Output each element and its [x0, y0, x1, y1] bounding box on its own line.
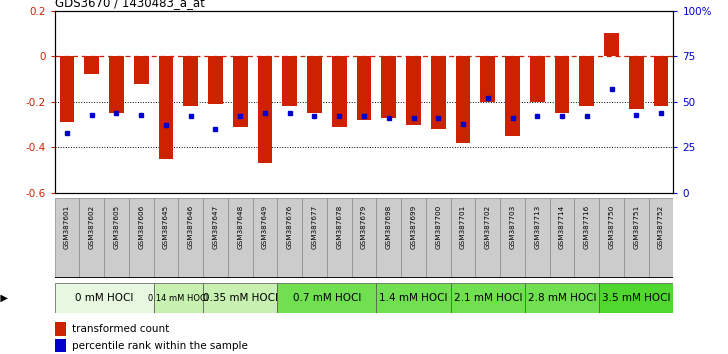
- Text: GSM387699: GSM387699: [411, 205, 416, 249]
- Bar: [649, 198, 673, 278]
- Bar: [55, 198, 79, 278]
- Text: GSM387714: GSM387714: [559, 205, 565, 249]
- Text: GSM387647: GSM387647: [213, 205, 218, 249]
- Bar: [60, 56, 74, 122]
- Bar: [500, 198, 525, 278]
- Bar: [302, 198, 327, 278]
- Bar: [55, 322, 66, 336]
- Bar: [178, 198, 203, 278]
- Bar: [154, 283, 203, 313]
- Bar: [550, 198, 574, 278]
- Text: GSM387649: GSM387649: [262, 205, 268, 249]
- Bar: [599, 283, 673, 313]
- Bar: [277, 283, 376, 313]
- Bar: [159, 56, 173, 159]
- Bar: [277, 198, 302, 278]
- Point: [63, 276, 71, 280]
- Bar: [332, 56, 347, 127]
- Bar: [654, 56, 668, 106]
- Bar: [357, 56, 371, 120]
- Text: transformed count: transformed count: [72, 324, 169, 333]
- Text: 2.8 mM HOCl: 2.8 mM HOCl: [528, 293, 596, 303]
- Text: GSM387679: GSM387679: [361, 205, 367, 249]
- Bar: [129, 198, 154, 278]
- Bar: [183, 56, 198, 106]
- Bar: [480, 56, 495, 102]
- Bar: [79, 198, 104, 278]
- Bar: [307, 56, 322, 113]
- Text: 2.1 mM HOCl: 2.1 mM HOCl: [454, 293, 522, 303]
- Bar: [258, 56, 272, 163]
- Text: 0 mM HOCl: 0 mM HOCl: [75, 293, 133, 303]
- Text: GSM387701: GSM387701: [460, 205, 466, 249]
- Bar: [55, 339, 66, 352]
- Bar: [451, 283, 525, 313]
- Text: GSM387601: GSM387601: [64, 205, 70, 249]
- Text: GSM387648: GSM387648: [237, 205, 243, 249]
- Bar: [451, 198, 475, 278]
- Text: 0.35 mM HOCl: 0.35 mM HOCl: [202, 293, 278, 303]
- Text: GSM387678: GSM387678: [336, 205, 342, 249]
- Bar: [406, 56, 421, 125]
- Text: GSM387645: GSM387645: [163, 205, 169, 249]
- Bar: [109, 56, 124, 113]
- Text: GSM387698: GSM387698: [386, 205, 392, 249]
- Text: 1.4 mM HOCl: 1.4 mM HOCl: [379, 293, 448, 303]
- Bar: [431, 56, 446, 129]
- Text: GSM387676: GSM387676: [287, 205, 293, 249]
- Text: GSM387750: GSM387750: [609, 205, 614, 249]
- Bar: [233, 56, 248, 127]
- Bar: [530, 56, 545, 102]
- Text: dose  ▶: dose ▶: [0, 293, 8, 303]
- Bar: [84, 56, 99, 74]
- Text: GSM387716: GSM387716: [584, 205, 590, 249]
- Bar: [505, 56, 520, 136]
- Bar: [525, 283, 599, 313]
- Bar: [456, 56, 470, 143]
- Bar: [228, 198, 253, 278]
- Point: [87, 276, 96, 280]
- Text: GSM387606: GSM387606: [138, 205, 144, 249]
- Text: GSM387751: GSM387751: [633, 205, 639, 249]
- Text: GSM387752: GSM387752: [658, 205, 664, 249]
- Text: 0.14 mM HOCl: 0.14 mM HOCl: [149, 294, 208, 303]
- Bar: [475, 198, 500, 278]
- Bar: [599, 198, 624, 278]
- Bar: [203, 198, 228, 278]
- Bar: [104, 198, 129, 278]
- Text: GSM387702: GSM387702: [485, 205, 491, 249]
- Bar: [555, 56, 569, 113]
- Bar: [579, 56, 594, 106]
- Text: GSM387605: GSM387605: [114, 205, 119, 249]
- Text: GSM387677: GSM387677: [312, 205, 317, 249]
- Text: GSM387602: GSM387602: [89, 205, 95, 249]
- Text: GSM387703: GSM387703: [510, 205, 515, 249]
- Bar: [55, 283, 154, 313]
- Bar: [624, 198, 649, 278]
- Bar: [426, 198, 451, 278]
- Bar: [376, 283, 451, 313]
- Text: GDS3670 / 1430483_a_at: GDS3670 / 1430483_a_at: [55, 0, 205, 10]
- Bar: [154, 198, 178, 278]
- Bar: [604, 33, 619, 56]
- Bar: [401, 198, 426, 278]
- Bar: [629, 56, 644, 109]
- Text: percentile rank within the sample: percentile rank within the sample: [72, 341, 248, 350]
- Bar: [574, 198, 599, 278]
- Text: GSM387646: GSM387646: [188, 205, 194, 249]
- Bar: [525, 198, 550, 278]
- Bar: [352, 198, 376, 278]
- Bar: [208, 56, 223, 104]
- Bar: [282, 56, 297, 106]
- Text: 0.7 mM HOCl: 0.7 mM HOCl: [293, 293, 361, 303]
- Text: GSM387713: GSM387713: [534, 205, 540, 249]
- Bar: [253, 198, 277, 278]
- Text: 3.5 mM HOCl: 3.5 mM HOCl: [602, 293, 670, 303]
- Bar: [203, 283, 277, 313]
- Bar: [134, 56, 149, 84]
- Bar: [381, 56, 396, 118]
- Bar: [376, 198, 401, 278]
- Bar: [327, 198, 352, 278]
- Text: GSM387700: GSM387700: [435, 205, 441, 249]
